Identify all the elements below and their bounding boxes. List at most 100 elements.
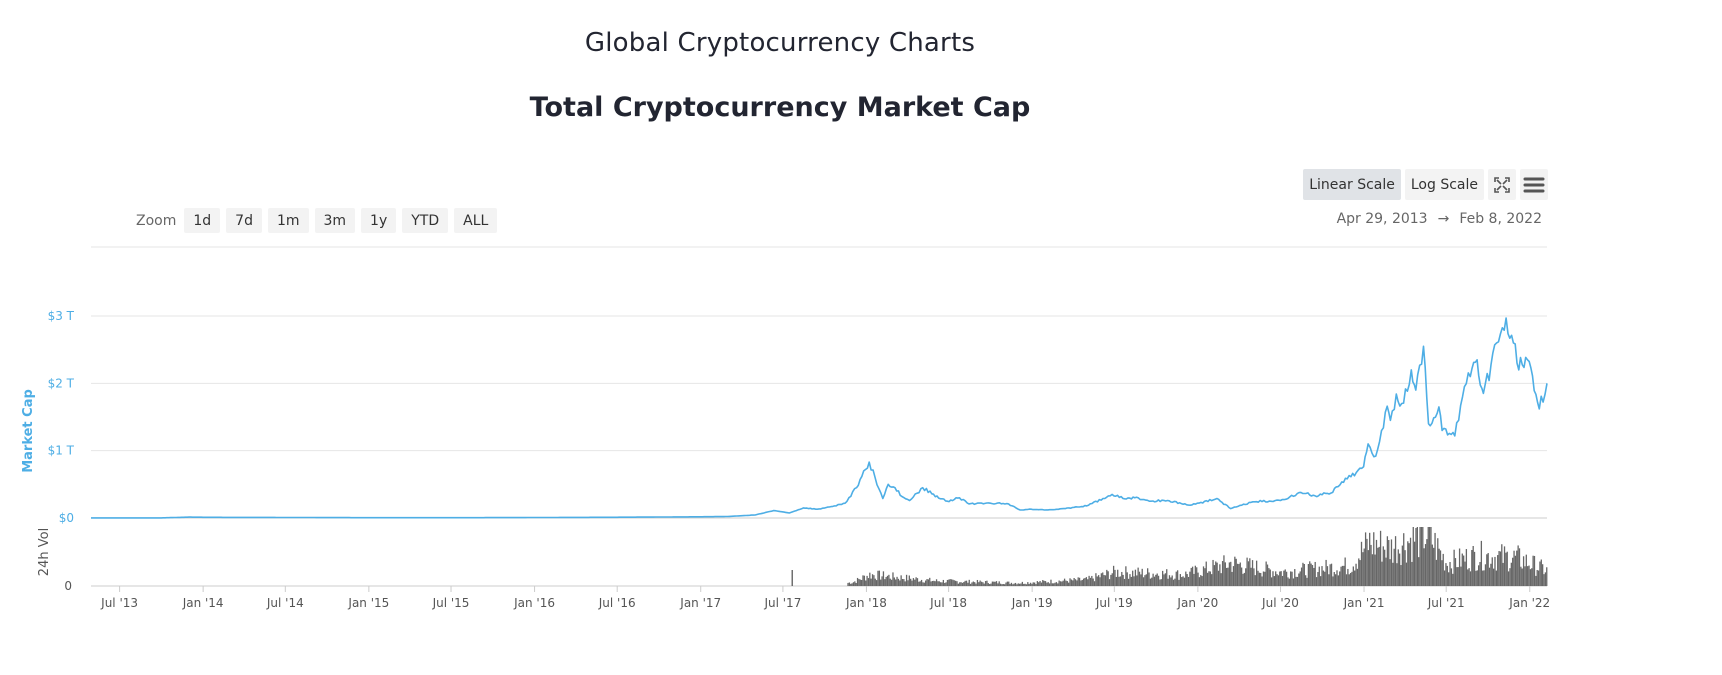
linear-scale-button[interactable]: Linear Scale	[1303, 169, 1401, 200]
volume-bar	[1175, 571, 1177, 586]
volume-bar	[1528, 565, 1530, 586]
range-arrow: →	[1437, 211, 1450, 227]
volume-bar	[1119, 576, 1122, 586]
volume-bar	[1285, 571, 1288, 586]
volume-bar	[1272, 571, 1274, 586]
volume-bar	[1401, 545, 1404, 586]
volume-bar	[1008, 581, 1010, 586]
volume-bar	[1253, 568, 1255, 586]
volume-bar	[980, 581, 983, 586]
volume-bar	[912, 578, 915, 586]
volume-bar	[1469, 571, 1472, 586]
volume-bar	[967, 582, 969, 586]
volume-bar	[1345, 574, 1348, 586]
volume-bar	[1275, 571, 1277, 586]
range-from[interactable]: Apr 29, 2013	[1336, 211, 1428, 227]
volume-bar	[1529, 569, 1532, 586]
volume-bar	[1137, 567, 1139, 586]
volume-bar	[896, 576, 898, 586]
volume-bar	[1142, 577, 1145, 586]
volume-bar	[852, 582, 855, 586]
volume-bar	[1336, 570, 1338, 586]
zoom-3m-button[interactable]: 3m	[314, 208, 356, 233]
volume-bar	[1503, 546, 1506, 586]
volume-bar	[984, 581, 987, 586]
volume-bar	[1058, 580, 1060, 586]
y-tick-label: $1 T	[48, 444, 75, 458]
volume-bar	[953, 580, 955, 586]
volume-bar	[1435, 559, 1438, 586]
log-scale-button[interactable]: Log Scale	[1404, 169, 1484, 200]
volume-bar	[969, 583, 972, 586]
volume-bar	[1471, 549, 1473, 586]
volume-bar	[989, 584, 991, 586]
fullscreen-button[interactable]	[1488, 169, 1516, 200]
zoom-7d-button[interactable]: 7d	[226, 208, 262, 233]
volume-bar	[874, 578, 876, 586]
volume-bar	[1533, 555, 1536, 586]
volume-bar	[920, 579, 923, 586]
volume-bar	[1352, 566, 1354, 586]
volume-bar	[1077, 577, 1079, 586]
volume-bar	[1065, 580, 1067, 586]
volume-bar	[863, 575, 866, 586]
volume-bar	[1495, 570, 1497, 586]
volume-bar	[1505, 552, 1507, 586]
volume-bar	[1501, 544, 1503, 586]
volume-bar	[1151, 577, 1153, 586]
zoom-1y-button[interactable]: 1y	[361, 208, 397, 233]
volume-bar	[1419, 527, 1421, 586]
volume-bar	[1108, 579, 1111, 586]
volume-bar	[959, 582, 961, 586]
volume-bar	[1083, 578, 1085, 586]
zoom-ytd-button[interactable]: YTD	[402, 208, 449, 233]
zoom-1d-button[interactable]: 1d	[184, 208, 221, 233]
volume-bar	[1215, 561, 1217, 586]
volume-bar	[1315, 577, 1318, 586]
volume-bar	[1473, 551, 1476, 586]
volume-bar	[1299, 571, 1301, 586]
volume-bar	[949, 579, 951, 586]
range-to[interactable]: Feb 8, 2022	[1459, 211, 1542, 227]
chart-menu-button[interactable]	[1520, 169, 1548, 200]
volume-bar	[1140, 574, 1142, 586]
volume-bar	[1355, 563, 1357, 586]
volume-bar	[1176, 570, 1179, 586]
volume-bar	[1262, 571, 1265, 586]
volume-bar	[938, 581, 940, 586]
volume-bar	[1513, 550, 1515, 586]
volume-bar	[1306, 577, 1308, 586]
volume-bar	[1281, 575, 1284, 586]
volume-bar	[960, 582, 962, 586]
volume-bar	[941, 582, 943, 586]
volume-bar	[1340, 566, 1342, 586]
volume-bar	[1290, 571, 1292, 586]
volume-bar	[1217, 570, 1220, 586]
volume-bar	[1155, 574, 1157, 586]
hamburger-menu-icon	[1523, 177, 1545, 192]
volume-bar	[1458, 548, 1461, 586]
volume-bar	[1418, 557, 1420, 586]
volume-bar	[986, 580, 988, 586]
volume-bar	[1540, 559, 1542, 586]
volume-bar	[1291, 571, 1293, 586]
volume-bar	[1388, 540, 1390, 586]
volume-bar	[1394, 536, 1397, 586]
volume-bar	[987, 583, 989, 586]
volume-bar	[1424, 544, 1427, 586]
volume-bar	[899, 580, 901, 586]
volume-bar	[1400, 565, 1402, 586]
volume-bar	[1382, 546, 1384, 586]
volume-bar	[1061, 581, 1063, 586]
volume-bar	[1276, 574, 1278, 586]
volume-bar	[1367, 550, 1369, 586]
zoom-1m-button[interactable]: 1m	[267, 208, 309, 233]
volume-bar	[1255, 560, 1258, 586]
volume-bar	[1535, 575, 1537, 586]
zoom-all-button[interactable]: ALL	[454, 208, 498, 233]
volume-bar	[1081, 579, 1083, 586]
x-tick-label: Jan '14	[182, 596, 224, 610]
volume-bar	[1416, 527, 1419, 586]
scale-toolbar: Linear Scale Log Scale	[1303, 169, 1548, 200]
